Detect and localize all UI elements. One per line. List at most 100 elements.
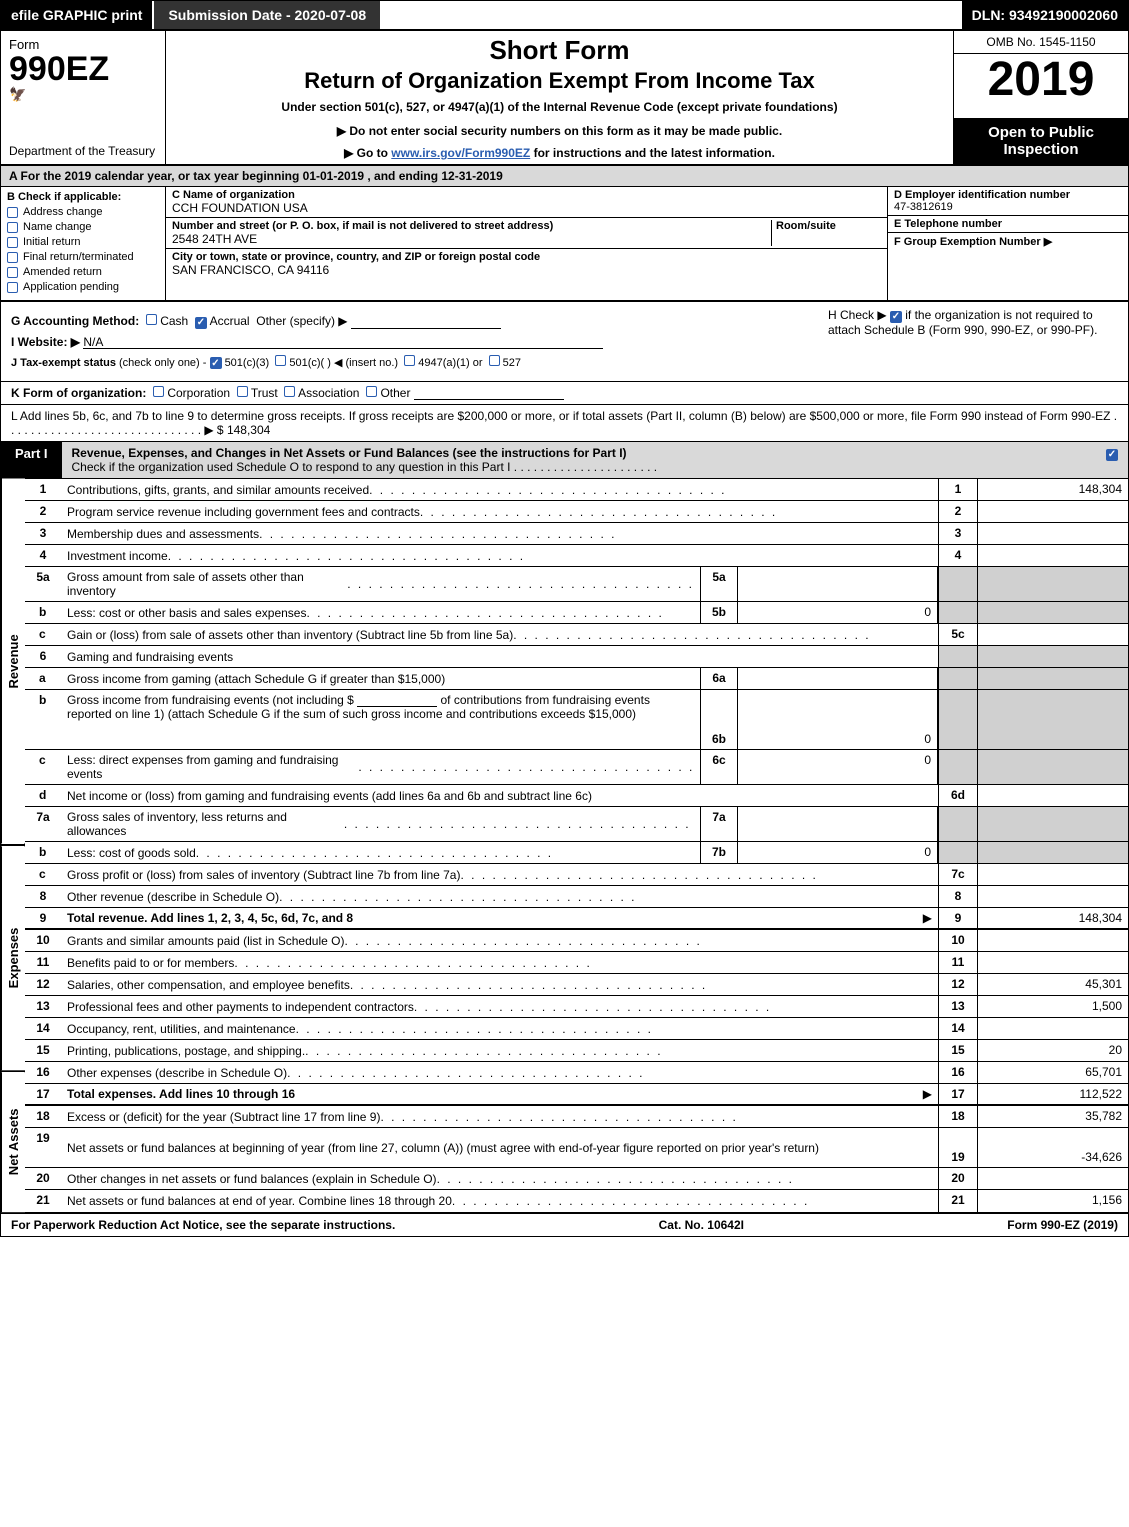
checkbox-icon — [7, 222, 18, 233]
desc: Less: cost or other basis and sales expe… — [61, 602, 700, 623]
numcell: 9 — [938, 908, 978, 928]
6b-input[interactable] — [357, 693, 437, 707]
part-i-checkbox-checked[interactable]: ✓ — [1106, 449, 1118, 461]
line-20: 20 Other changes in net assets or fund b… — [25, 1168, 1128, 1190]
desc: Gain or (loss) from sale of assets other… — [61, 624, 938, 645]
side-expenses: Expenses — [1, 846, 25, 1070]
chk-4947[interactable] — [404, 355, 415, 366]
chk-501c[interactable] — [275, 355, 286, 366]
table-rows: 1 Contributions, gifts, grants, and simi… — [25, 479, 1128, 1212]
ln: 10 — [25, 930, 61, 951]
line-5b: b Less: cost or other basis and sales ex… — [25, 602, 1128, 624]
desc: Other changes in net assets or fund bala… — [61, 1168, 938, 1189]
numcell: 21 — [938, 1190, 978, 1212]
city-label: City or town, state or province, country… — [172, 251, 540, 263]
d6b1: Gross income from fundraising events (no… — [67, 693, 354, 707]
chk-final-return[interactable]: Final return/terminated — [7, 251, 159, 263]
sublbl: 7a — [700, 807, 738, 841]
footer-left: For Paperwork Reduction Act Notice, see … — [11, 1218, 395, 1232]
g-other-input[interactable] — [351, 315, 501, 329]
goto-link[interactable]: www.irs.gov/Form990EZ — [391, 146, 530, 160]
j-4947: 4947(a)(1) or — [418, 357, 482, 369]
header-right: OMB No. 1545-1150 2019 Open to Public In… — [953, 31, 1128, 164]
group-exemption-cell: F Group Exemption Number ▶ — [888, 233, 1128, 300]
goto-post: for instructions and the latest informat… — [530, 146, 775, 160]
ln: 8 — [25, 886, 61, 907]
ln: c — [25, 750, 61, 784]
ein-value: 47-3812619 — [894, 201, 953, 213]
numcell: 4 — [938, 545, 978, 566]
line-15: 15 Printing, publications, postage, and … — [25, 1040, 1128, 1062]
chk-cash[interactable] — [146, 314, 157, 325]
header-left: Form 990EZ 🦅 Department of the Treasury — [1, 31, 166, 164]
chk-trust[interactable] — [237, 386, 248, 397]
efile-print-button[interactable]: efile GRAPHIC print — [1, 1, 152, 29]
j-501c3: 501(c)(3) — [225, 357, 270, 369]
j-label: J Tax-exempt status — [11, 357, 116, 369]
open-to-public: Open to Public Inspection — [954, 118, 1128, 164]
chk-amended-return[interactable]: Amended return — [7, 266, 159, 278]
valcell: 65,701 — [978, 1062, 1128, 1083]
street-cell: Number and street (or P. O. box, if mail… — [166, 218, 887, 249]
line-19: 19 Net assets or fund balances at beginn… — [25, 1128, 1128, 1168]
submission-date: Submission Date - 2020-07-08 — [152, 1, 380, 29]
line-21: 21 Net assets or fund balances at end of… — [25, 1190, 1128, 1212]
k-opt1: Trust — [251, 386, 278, 400]
chk-corporation[interactable] — [153, 386, 164, 397]
numcell: 5c — [938, 624, 978, 645]
numcell: 3 — [938, 523, 978, 544]
valcell: 1,500 — [978, 996, 1128, 1017]
desc: Less: direct expenses from gaming and fu… — [61, 750, 700, 784]
chk-501c3-checked[interactable]: ✓ — [210, 357, 222, 369]
chk-label: Application pending — [23, 281, 119, 293]
sublbl: 6a — [700, 668, 738, 689]
chk-name-change[interactable]: Name change — [7, 221, 159, 233]
ln: 21 — [25, 1190, 61, 1212]
ln: a — [25, 668, 61, 689]
k-opt0: Corporation — [167, 386, 230, 400]
line-9: 9 Total revenue. Add lines 1, 2, 3, 4, 5… — [25, 908, 1128, 930]
ln: d — [25, 785, 61, 806]
website-value: N/A — [83, 335, 603, 349]
line-2: 2 Program service revenue including gove… — [25, 501, 1128, 523]
footer-mid: Cat. No. 10642I — [659, 1218, 744, 1232]
chk-other[interactable] — [366, 386, 377, 397]
line-10: 10 Grants and similar amounts paid (list… — [25, 930, 1128, 952]
ln: 17 — [25, 1084, 61, 1104]
form-header: Form 990EZ 🦅 Department of the Treasury … — [1, 31, 1128, 166]
ln: b — [25, 842, 61, 863]
numcell-shade — [938, 690, 978, 749]
numcell: 13 — [938, 996, 978, 1017]
k-opt2: Association — [298, 386, 359, 400]
sublbl: 6c — [700, 750, 738, 784]
i-label: I Website: ▶ — [11, 335, 80, 349]
chk-application-pending[interactable]: Application pending — [7, 281, 159, 293]
chk-association[interactable] — [284, 386, 295, 397]
chk-527[interactable] — [489, 355, 500, 366]
row-a-tax-year: A For the 2019 calendar year, or tax yea… — [1, 166, 1128, 187]
chk-initial-return[interactable]: Initial return — [7, 236, 159, 248]
valcell — [978, 886, 1128, 907]
chk-accrual-checked[interactable]: ✓ — [195, 317, 207, 329]
line-8: 8 Other revenue (describe in Schedule O)… — [25, 886, 1128, 908]
k-other-input[interactable] — [414, 386, 564, 400]
checkbox-icon — [7, 237, 18, 248]
numcell: 1 — [938, 479, 978, 500]
line-6b: b Gross income from fundraising events (… — [25, 690, 1128, 750]
line-6c: c Less: direct expenses from gaming and … — [25, 750, 1128, 785]
chk-label: Address change — [23, 206, 103, 218]
valcell-shade — [978, 842, 1128, 863]
desc-b: Total expenses. Add lines 10 through 16 — [67, 1087, 295, 1101]
ln: 18 — [25, 1106, 61, 1127]
line-j: J Tax-exempt status (check only one) - ✓… — [11, 355, 818, 370]
valcell — [978, 785, 1128, 806]
k-opt3: Other — [380, 386, 410, 400]
ln: 5a — [25, 567, 61, 601]
chk-h-checked[interactable]: ✓ — [890, 311, 902, 323]
line-11: 11 Benefits paid to or for members 11 — [25, 952, 1128, 974]
ln: 11 — [25, 952, 61, 973]
line-12: 12 Salaries, other compensation, and emp… — [25, 974, 1128, 996]
chk-address-change[interactable]: Address change — [7, 206, 159, 218]
valcell — [978, 864, 1128, 885]
ein-label: D Employer identification number — [894, 189, 1070, 201]
